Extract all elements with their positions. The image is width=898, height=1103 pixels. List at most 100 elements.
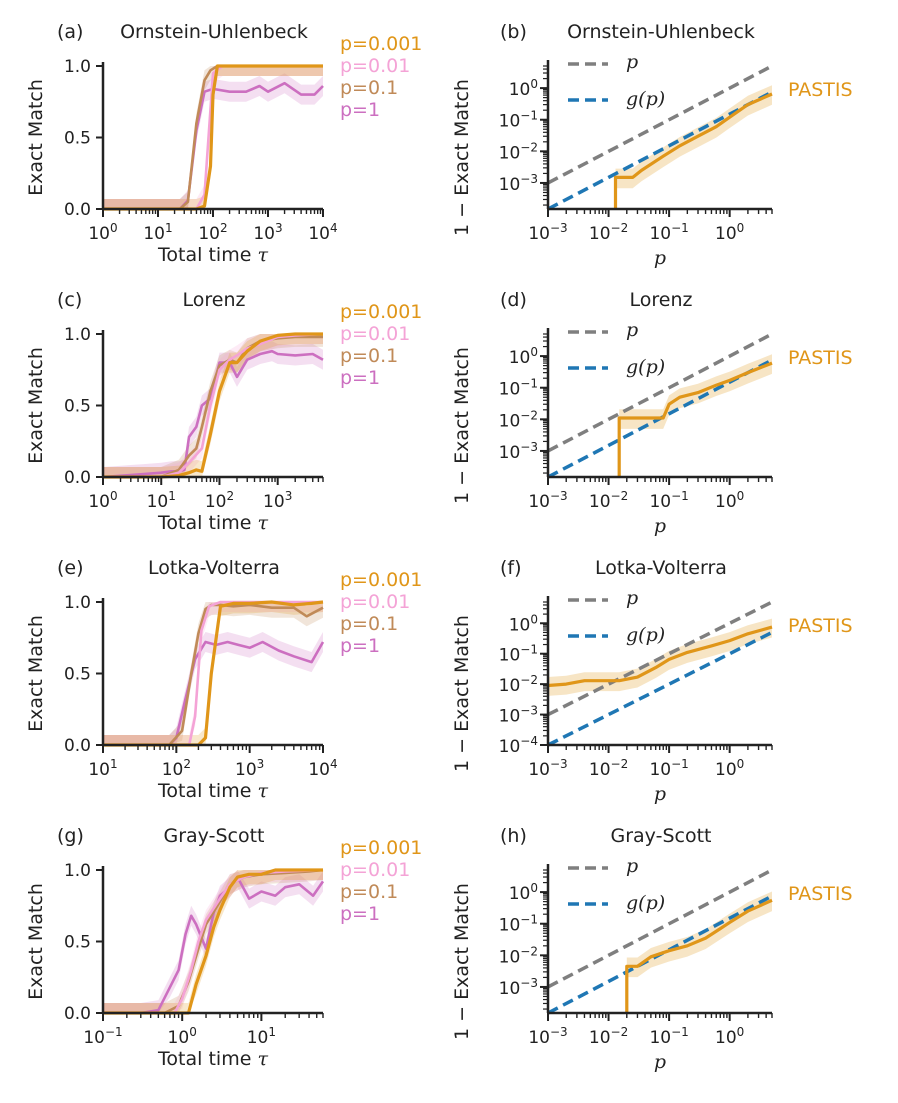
legend-label-p=0.01: p=0.01 — [340, 591, 410, 613]
x-tick-label: 102 — [198, 221, 227, 244]
x-tick-label: 101 — [147, 489, 176, 512]
y-axis-label: Exact Match — [25, 615, 47, 732]
y-tick-label: 1.0 — [64, 593, 91, 613]
x-tick-label: 10−1 — [649, 221, 688, 244]
x-axis-label: p — [654, 247, 666, 269]
pastis-label: PASTIS — [788, 347, 853, 369]
panel-letter: (d) — [500, 289, 527, 311]
legend-label-p=0.001: p=0.001 — [340, 301, 422, 323]
pastis-line — [547, 625, 773, 688]
x-tick-label: 10−2 — [589, 1025, 628, 1048]
x-tick-label: 103 — [253, 221, 282, 244]
panel-letter: (a) — [57, 21, 83, 43]
panel-letter: (e) — [57, 557, 84, 579]
y-tick-label: 0.5 — [64, 129, 91, 149]
x-axis-label: Total time τ — [157, 244, 268, 266]
panel-title: Gray-Scott — [164, 825, 265, 847]
x-tick-label: 10−3 — [528, 489, 567, 512]
x-tick-label: 101 — [88, 757, 117, 780]
x-tick-label: 10−2 — [589, 757, 628, 780]
y-axis-label: Exact Match — [25, 79, 47, 196]
y-tick-label: 1.0 — [64, 57, 91, 77]
x-tick-label: 100 — [715, 1025, 744, 1048]
pastis-band — [626, 891, 772, 1013]
legend-label-g: g(p) — [626, 892, 665, 914]
panel-title: Lotka-Volterra — [148, 557, 280, 579]
y-tick-label: 10−1 — [499, 913, 538, 936]
pastis-line — [617, 361, 773, 477]
x-tick-label: 100 — [88, 489, 117, 512]
legend-label-p: p — [626, 587, 638, 609]
x-tick-label: 100 — [715, 221, 744, 244]
panel-f: (f) Lotka-Volterra10−410−310−210−110010−3… — [451, 557, 853, 805]
y-axis-label: Exact Match — [25, 347, 47, 464]
x-tick-label: 10−1 — [649, 489, 688, 512]
legend-label-p=0.001: p=0.001 — [340, 837, 422, 859]
y-tick-label: 10−2 — [499, 944, 538, 967]
pastis-line — [625, 898, 773, 1013]
band-p=0.1 — [103, 602, 323, 745]
reference-line-g — [547, 630, 773, 747]
legend-label-p=1: p=1 — [340, 903, 380, 925]
y-tick-label: 10−3 — [499, 976, 538, 999]
x-tick-label: 101 — [247, 1025, 276, 1048]
legend-label-p=0.1: p=0.1 — [340, 881, 398, 903]
y-tick-label: 10−1 — [499, 377, 538, 400]
band-p=0.001 — [103, 602, 323, 745]
x-axis-label: p — [654, 515, 666, 537]
x-tick-label: 10−1 — [649, 1025, 688, 1048]
x-tick-label: 100 — [715, 757, 744, 780]
x-tick-label: 10−3 — [528, 757, 567, 780]
y-tick-label: 10−4 — [499, 734, 538, 757]
legend-label-g: g(p) — [626, 88, 665, 110]
band-p=1 — [103, 73, 323, 209]
x-tick-label: 100 — [88, 221, 117, 244]
y-axis-label: 1 − Exact Match — [451, 883, 473, 1040]
panel-title: Lorenz — [183, 289, 246, 311]
x-axis-label: p — [654, 1051, 666, 1073]
x-axis-label: Total time τ — [157, 512, 268, 534]
panel-a: (a) Ornstein-Uhlenbeck 0.0 0.5 1.0 100 101 102 1… — [25, 21, 422, 266]
x-axis-label: Total time τ — [157, 780, 268, 802]
series-line-p=0.001 — [103, 332, 323, 479]
y-tick-label: 10−1 — [499, 109, 538, 132]
y-axis-label: 1 − Exact Match — [451, 347, 473, 504]
y-tick-label: 0.0 — [64, 736, 91, 756]
y-tick-label: 10−2 — [499, 408, 538, 431]
panel-d: (d) Lorenz 10−3 10−2 10−1 100 10−3 10−2 10−1 100 p… — [451, 289, 853, 537]
reference-line-p — [547, 64, 773, 185]
reference-line-p — [547, 600, 773, 717]
series-line-p=0.001 — [103, 868, 323, 1015]
series-line-p=0.01 — [103, 600, 323, 747]
x-tick-label: 10−2 — [589, 489, 628, 512]
pastis-label: PASTIS — [788, 883, 853, 905]
y-tick-label: 100 — [509, 345, 538, 368]
panel-title: Lotka-Volterra — [595, 557, 727, 579]
series-line-p=0.001 — [103, 600, 324, 747]
x-tick-label: 103 — [263, 489, 292, 512]
pastis-label: PASTIS — [788, 79, 853, 101]
y-tick-label: 10−2 — [499, 140, 538, 163]
panel-title: Gray-Scott — [611, 825, 712, 847]
panel-title: Ornstein-Uhlenbeck — [120, 21, 308, 43]
y-tick-label: 0.5 — [64, 665, 91, 685]
band-p=1 — [103, 341, 323, 477]
legend-label-p=1: p=1 — [340, 635, 380, 657]
x-tick-label: 10−3 — [528, 221, 567, 244]
x-tick-label: 10−1 — [649, 757, 688, 780]
x-axis-label: Total time τ — [157, 1048, 268, 1070]
pastis-band — [619, 354, 772, 477]
x-tick-label: 102 — [205, 489, 234, 512]
x-tick-label: 100 — [168, 1025, 197, 1048]
panel-letter: (h) — [500, 825, 527, 847]
y-tick-label: 10−2 — [499, 673, 538, 696]
y-tick-label: 0.5 — [64, 397, 91, 417]
legend-label-p=0.001: p=0.001 — [340, 569, 422, 591]
series-line-p=0.1 — [103, 603, 324, 747]
y-tick-label: 0.5 — [64, 933, 91, 953]
reference-line-g — [547, 90, 773, 211]
legend-label-p=0.1: p=0.1 — [340, 345, 398, 367]
reference-line-p — [547, 868, 773, 989]
